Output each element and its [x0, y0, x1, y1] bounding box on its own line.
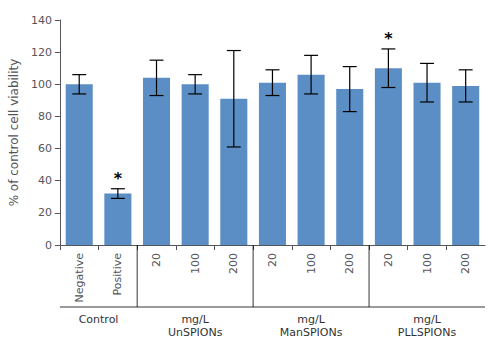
svg-text:20: 20 [266, 253, 279, 267]
svg-text:Positive: Positive [111, 253, 124, 296]
svg-text:PLLSPIONs: PLLSPIONs [398, 326, 457, 339]
svg-text:120: 120 [31, 46, 52, 59]
svg-text:140: 140 [31, 14, 52, 27]
svg-text:ManSPIONs: ManSPIONs [280, 326, 343, 339]
svg-text:100: 100 [189, 253, 202, 274]
svg-text:mg/L: mg/L [297, 313, 325, 326]
svg-text:100: 100 [31, 78, 52, 91]
svg-text:60: 60 [38, 142, 52, 155]
svg-text:mg/L: mg/L [413, 313, 441, 326]
svg-text:mg/L: mg/L [181, 313, 209, 326]
svg-text:20: 20 [382, 253, 395, 267]
svg-text:20: 20 [150, 253, 163, 267]
svg-text:Negative: Negative [73, 253, 86, 303]
svg-text:40: 40 [38, 174, 52, 187]
svg-text:200: 200 [459, 253, 472, 274]
svg-text:0: 0 [45, 239, 52, 252]
svg-text:100: 100 [305, 253, 318, 274]
svg-text:80: 80 [38, 110, 52, 123]
svg-text:% of control cell viability: % of control cell viability [7, 59, 21, 207]
svg-text:UnSPIONs: UnSPIONs [168, 326, 223, 339]
svg-text:100: 100 [421, 253, 434, 274]
svg-text:200: 200 [343, 253, 356, 274]
svg-text:Control: Control [79, 313, 119, 326]
svg-text:200: 200 [227, 253, 240, 274]
svg-text:*: * [114, 169, 123, 188]
svg-text:20: 20 [38, 206, 52, 219]
svg-text:*: * [384, 29, 393, 48]
